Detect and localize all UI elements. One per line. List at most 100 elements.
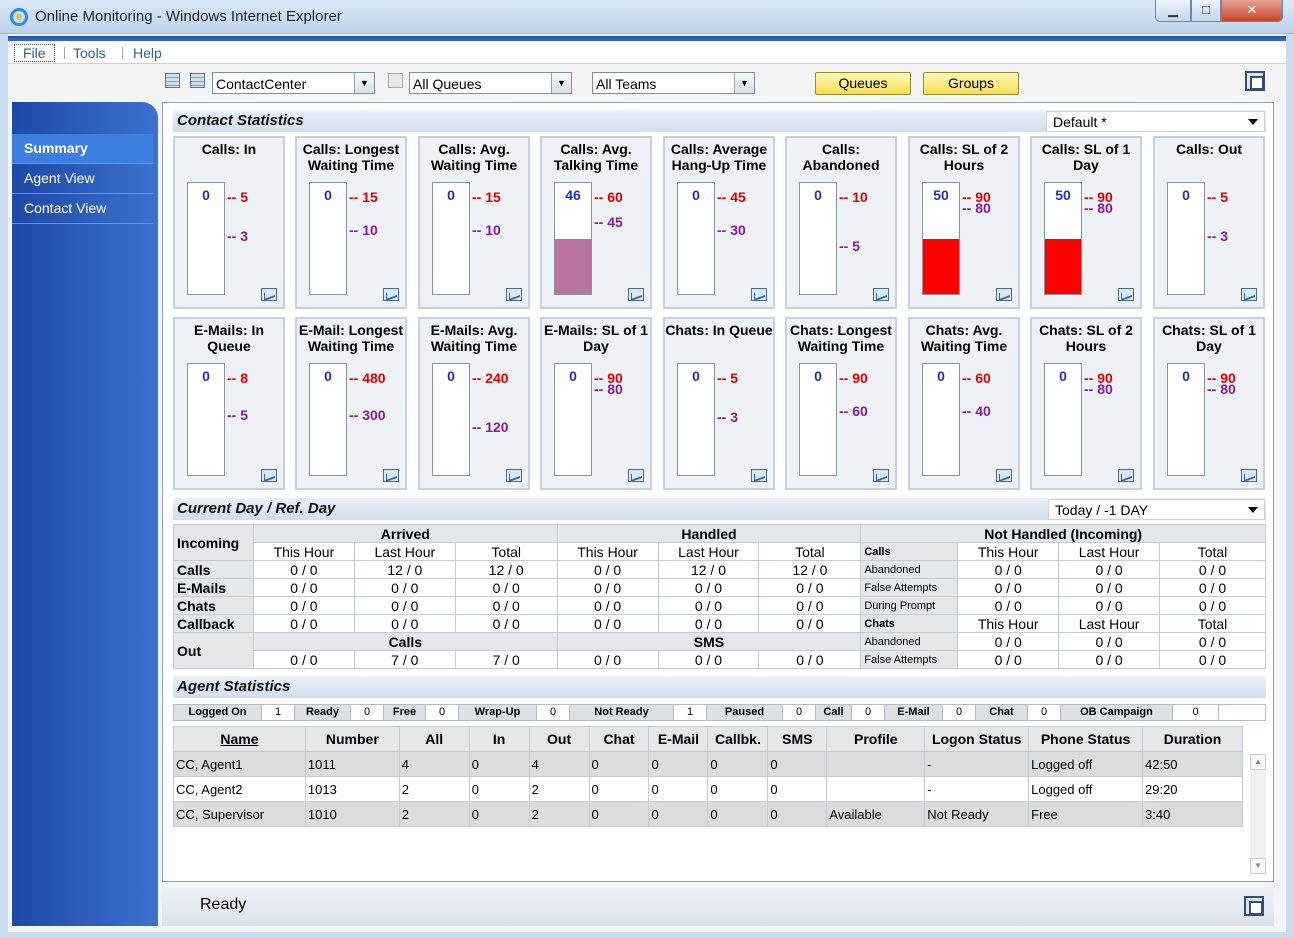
summary-value: 0	[783, 705, 816, 720]
minimize-button[interactable]: ▁	[1155, 0, 1191, 22]
column-header[interactable]: Chat	[588, 726, 650, 752]
chart-icon[interactable]	[996, 469, 1012, 482]
chart-icon[interactable]	[873, 288, 889, 301]
chevron-down-icon[interactable]	[1248, 507, 1258, 513]
column-header[interactable]: SMS	[767, 726, 828, 752]
detach-window-icon[interactable]	[1245, 71, 1265, 91]
nh-chat-abandoned-label: Abandoned	[860, 632, 959, 651]
sidebar-item-contact-view[interactable]: Contact View	[12, 194, 153, 224]
gauge-bar: 0	[554, 363, 592, 476]
gauge-threshold-low: -- 300	[349, 406, 386, 423]
queues-select[interactable]: All Queues ▼	[409, 72, 572, 94]
chart-icon[interactable]	[506, 288, 522, 301]
table-cell: -	[924, 751, 1030, 777]
summary-label: Ready	[295, 705, 351, 720]
chart-icon[interactable]	[996, 288, 1012, 301]
gauge-threshold-high: -- 8	[227, 370, 249, 387]
cell: 0 / 0	[252, 614, 355, 633]
teams-select[interactable]: All Teams ▼	[592, 72, 755, 94]
threshold-high-value: 8	[240, 370, 249, 387]
chart-icon[interactable]	[1241, 288, 1257, 301]
profile-select[interactable]: Default *	[1046, 111, 1265, 132]
column-header[interactable]: Phone Status	[1028, 726, 1143, 752]
nh-false-attempts-label: False Attempts	[860, 578, 959, 597]
table-row[interactable]: CC, Agent2 1013 2 0 2 0 0 0 0- Logged off 29:20	[173, 776, 1243, 802]
cell: 0 / 0	[1058, 650, 1161, 669]
chart-icon[interactable]	[1118, 288, 1134, 301]
column-header[interactable]: Logon Status	[924, 726, 1030, 752]
gauge-threshold-low: -- 80	[1084, 381, 1113, 398]
threshold-low-value: 30	[730, 221, 746, 238]
gauge-bar: 50	[922, 182, 960, 295]
name-column-header[interactable]: Name	[173, 726, 306, 752]
nh-abandoned-label: Abandoned	[860, 560, 959, 579]
table-row[interactable]: CC, Supervisor 1010 2 0 2 0 0 0 0 Available Not Re…	[173, 801, 1243, 827]
summary-value: 0	[426, 705, 459, 720]
scroll-down-icon[interactable]: ▼	[1250, 858, 1266, 874]
scroll-up-icon[interactable]: ▲	[1250, 754, 1266, 770]
threshold-low-value: 80	[975, 200, 991, 217]
chart-icon[interactable]	[628, 288, 644, 301]
threshold-low-value: 5	[852, 237, 861, 254]
maximize-button[interactable]: □	[1191, 0, 1221, 22]
sidebar-item-summary[interactable]: Summary	[12, 134, 153, 164]
sidebar-item-agent-view[interactable]: Agent View	[12, 164, 153, 194]
chart-icon[interactable]	[506, 469, 522, 482]
summary-value: 0	[351, 705, 384, 720]
site-select[interactable]: ContactCenter ▼	[212, 72, 375, 94]
summary-value: 1	[674, 705, 707, 720]
chevron-down-icon[interactable]: ▼	[551, 73, 571, 93]
menu-help[interactable]: Help	[133, 45, 162, 61]
filter-icon[interactable]	[388, 73, 403, 88]
groups-button[interactable]: Groups	[923, 72, 1019, 95]
agent-scrollbar[interactable]: ▲ ▼	[1250, 754, 1266, 874]
chart-icon[interactable]	[261, 469, 277, 482]
threshold-low-value: 10	[362, 221, 378, 238]
col-total: Total	[454, 542, 558, 561]
fullscreen-icon[interactable]	[1244, 896, 1264, 916]
column-header[interactable]: Profile	[826, 726, 926, 752]
menu-tools[interactable]: Tools	[73, 45, 106, 61]
chart-icon[interactable]	[751, 288, 767, 301]
column-header[interactable]: E-Mail	[648, 726, 709, 752]
chevron-down-icon[interactable]: ▼	[734, 73, 754, 93]
chart-icon[interactable]	[261, 288, 277, 301]
table-view-icon[interactable]	[190, 73, 205, 88]
grid-view-icon[interactable]	[165, 73, 180, 88]
chart-icon[interactable]	[1241, 469, 1257, 482]
column-header[interactable]: Callbk.	[707, 726, 769, 752]
cell: 0 / 0	[252, 650, 355, 669]
column-header[interactable]: All	[398, 726, 470, 752]
row-emails-label: E-Mails	[173, 578, 254, 597]
gauge-card: Chats: SL of 2 Hours 0 -- 90 -- 80	[1030, 317, 1142, 490]
column-header[interactable]: Number	[304, 726, 400, 752]
chart-icon[interactable]	[751, 469, 767, 482]
chart-icon[interactable]	[628, 469, 644, 482]
chevron-down-icon[interactable]: ▼	[354, 73, 374, 93]
close-button[interactable]: ✕	[1221, 0, 1283, 22]
threshold-high-value: 5	[240, 189, 249, 206]
chart-icon[interactable]	[383, 288, 399, 301]
gauge-threshold-low: -- 80	[1207, 381, 1236, 398]
queues-button[interactable]: Queues	[815, 72, 911, 95]
gauge-threshold-low: -- 80	[1084, 200, 1113, 217]
column-header[interactable]: Duration	[1142, 726, 1243, 752]
summary-label: Logged On	[174, 705, 262, 720]
gauge-value: 0	[569, 368, 577, 384]
table-cell: 2	[398, 801, 470, 827]
chart-icon[interactable]	[1118, 469, 1134, 482]
chart-icon[interactable]	[383, 469, 399, 482]
gauge-threshold-high: -- 60	[962, 370, 991, 387]
gauge-title: Calls: In	[201, 141, 257, 157]
table-row[interactable]: CC, Agent1 1011 4 0 4 0 0 0 0- Logged off 42:50	[173, 751, 1243, 777]
chevron-down-icon[interactable]	[1248, 119, 1258, 125]
menu-file[interactable]: File	[14, 44, 55, 62]
column-header[interactable]: In	[468, 726, 530, 752]
column-header[interactable]: Out	[528, 726, 590, 752]
cell: 0 / 0	[657, 578, 760, 597]
gauge-threshold-high: -- 90	[1207, 370, 1236, 387]
gauge-card: Calls: Abandoned 0 -- 10 -- 5	[785, 136, 897, 309]
chart-icon[interactable]	[873, 469, 889, 482]
range-select[interactable]: Today / -1 DAY	[1048, 499, 1265, 520]
cell: 0 / 0	[1159, 578, 1266, 597]
